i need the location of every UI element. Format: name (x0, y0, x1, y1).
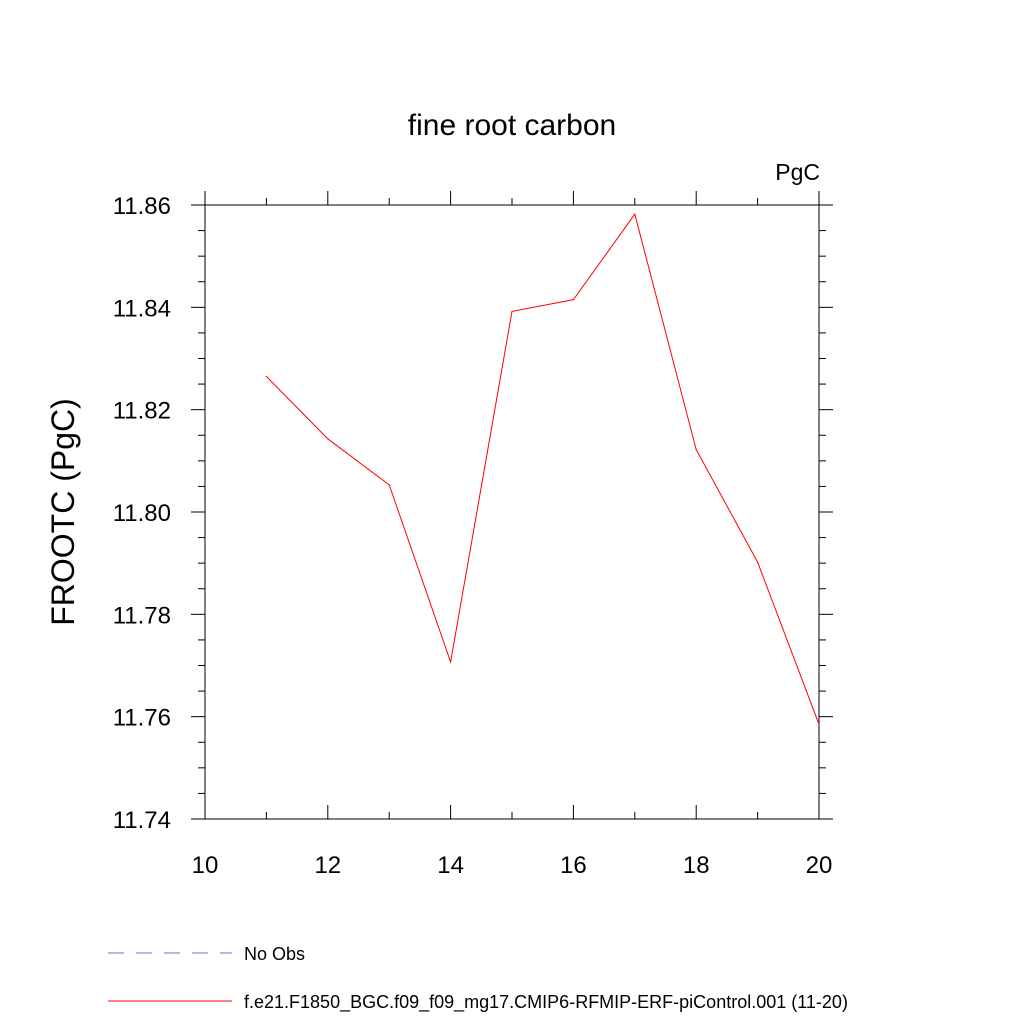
data-point (450, 661, 452, 663)
legend-label: f.e21.F1850_BGC.f09_f09_mg17.CMIP6-RFMIP… (244, 992, 848, 1013)
data-point (757, 561, 759, 563)
y-tick-label: 11.82 (113, 398, 171, 425)
y-tick-label: 11.74 (113, 807, 171, 834)
y-tick-label: 11.80 (113, 500, 171, 527)
x-tick-label: 18 (683, 852, 710, 879)
y-axis-label: FROOTC (PgC) (45, 398, 81, 626)
y-tick-label: 11.84 (113, 295, 171, 322)
series-line (266, 213, 820, 725)
series-layer (265, 213, 820, 725)
plot-frame (204, 204, 820, 820)
data-point (327, 438, 329, 440)
data-point (818, 723, 820, 725)
y-tick-label: 11.76 (113, 705, 171, 732)
x-tick-label: 16 (560, 852, 587, 879)
data-point (511, 310, 513, 313)
x-tick-label: 14 (437, 852, 464, 879)
data-point (265, 375, 267, 378)
x-tick-label: 20 (806, 852, 833, 879)
legend-label: No Obs (244, 944, 305, 964)
y-tick-label: 11.86 (113, 193, 171, 220)
data-point (572, 299, 575, 301)
x-tick-label: 12 (314, 852, 341, 879)
x-tick-label: 10 (192, 852, 219, 879)
data-point (695, 448, 697, 451)
units-label: PgC (775, 159, 820, 185)
chart-title: fine root carbon (408, 109, 616, 142)
tick-labels: 10 12 14 16 18 20 11.74 11.76 11.78 11.80 11.82 11.… (113, 193, 833, 879)
data-point (388, 484, 390, 486)
legend: No Obs f.e21.F1850_BGC.f09_f09_mg17.CMIP6… (108, 944, 848, 1013)
y-tick-label: 11.78 (113, 602, 171, 629)
data-point (634, 213, 636, 215)
axis-ticks (191, 191, 833, 820)
